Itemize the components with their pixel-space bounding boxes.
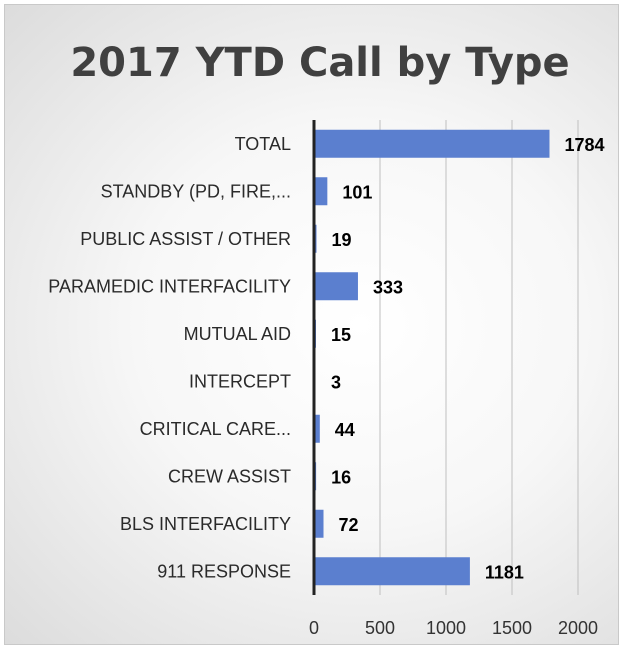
data-label: 15 xyxy=(331,325,351,345)
category-label: PUBLIC ASSIST / OTHER xyxy=(80,229,291,249)
category-label: BLS INTERFACILITY xyxy=(120,514,291,534)
bars xyxy=(314,129,550,586)
category-labels: TOTAL STANDBY (PD, FIRE,... PUBLIC ASSIST … xyxy=(48,134,291,582)
bar xyxy=(314,272,358,301)
tick-label: 1000 xyxy=(426,618,466,638)
tick-label: 500 xyxy=(365,618,395,638)
bar xyxy=(314,509,324,538)
tick-label: 2000 xyxy=(558,618,598,638)
data-label: 19 xyxy=(332,230,352,250)
category-label: STANDBY (PD, FIRE,... xyxy=(101,181,291,201)
data-label: 72 xyxy=(339,515,359,535)
data-label: 1784 xyxy=(564,135,604,155)
data-labels: 1784 101 19 333 15 3 44 16 72 1181 xyxy=(331,135,605,583)
data-label: 1181 xyxy=(485,562,524,582)
value-axis-ticks: 0 500 1000 1500 2000 xyxy=(309,618,598,638)
category-label: PARAMEDIC INTERFACILITY xyxy=(48,276,291,296)
data-label: 101 xyxy=(342,182,372,202)
category-label: MUTUAL AID xyxy=(184,324,291,344)
gridlines xyxy=(379,120,579,595)
bar xyxy=(314,414,320,443)
category-label: CREW ASSIST xyxy=(168,466,291,486)
category-label: 911 RESPONSE xyxy=(157,561,291,581)
tick-label: 0 xyxy=(309,618,319,638)
chart-area xyxy=(4,4,619,645)
data-label: 3 xyxy=(331,372,341,392)
bar xyxy=(314,557,470,586)
data-label: 333 xyxy=(373,277,403,297)
tick-label: 1500 xyxy=(492,618,532,638)
category-label: INTERCEPT xyxy=(189,371,291,391)
category-label: TOTAL xyxy=(235,134,291,154)
category-label: CRITICAL CARE... xyxy=(140,419,291,439)
bar xyxy=(314,129,550,158)
bar xyxy=(314,177,328,206)
data-label: 16 xyxy=(331,467,351,487)
chart-title: 2017 YTD Call by Type xyxy=(70,40,569,86)
data-label: 44 xyxy=(335,420,355,440)
